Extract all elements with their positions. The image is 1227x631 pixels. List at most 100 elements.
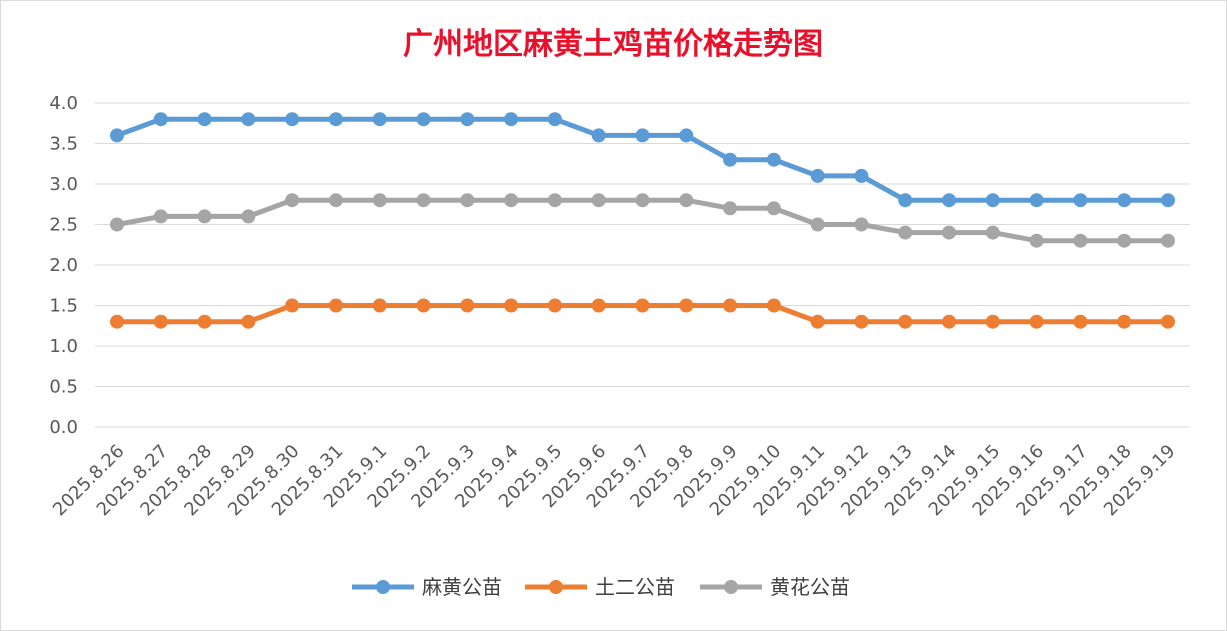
data-point bbox=[504, 298, 519, 313]
data-point bbox=[1117, 314, 1132, 329]
data-point bbox=[372, 193, 387, 208]
data-point bbox=[1161, 314, 1175, 329]
data-point bbox=[854, 314, 869, 329]
data-point bbox=[328, 112, 343, 127]
legend-label: 土二公苗 bbox=[595, 575, 675, 599]
data-point bbox=[1073, 233, 1088, 248]
data-point bbox=[679, 298, 694, 313]
data-point bbox=[766, 201, 781, 216]
data-point bbox=[985, 225, 1000, 240]
data-point bbox=[416, 193, 431, 208]
data-point bbox=[1073, 314, 1088, 329]
data-point bbox=[591, 128, 606, 143]
y-tick-label: 2.0 bbox=[49, 255, 78, 276]
data-point bbox=[942, 193, 957, 208]
data-point bbox=[766, 152, 781, 167]
y-tick-label: 3.0 bbox=[49, 174, 78, 195]
data-point bbox=[285, 298, 300, 313]
data-point bbox=[1161, 233, 1175, 248]
data-point bbox=[416, 112, 431, 127]
data-point bbox=[460, 298, 475, 313]
data-point bbox=[1029, 233, 1044, 248]
data-point bbox=[328, 193, 343, 208]
data-point bbox=[591, 193, 606, 208]
y-tick-label: 0.5 bbox=[49, 377, 78, 398]
data-point bbox=[547, 112, 562, 127]
data-point bbox=[1117, 193, 1132, 208]
series-2 bbox=[110, 298, 1175, 329]
data-point bbox=[153, 314, 168, 329]
y-axis-ticks: 0.0 0.5 1.0 1.5 2.0 2.5 3.0 3.5 4.0 bbox=[49, 93, 78, 438]
data-point bbox=[547, 193, 562, 208]
y-tick-label: 2.5 bbox=[49, 215, 78, 236]
data-point bbox=[416, 298, 431, 313]
legend-label: 麻黄公苗 bbox=[422, 575, 502, 599]
data-point bbox=[591, 298, 606, 313]
y-tick-label: 3.5 bbox=[49, 134, 78, 155]
data-point bbox=[504, 193, 519, 208]
legend-swatch-marker bbox=[376, 580, 390, 594]
data-point bbox=[635, 128, 650, 143]
series-lines bbox=[110, 112, 1175, 329]
data-point bbox=[854, 217, 869, 232]
data-point bbox=[1029, 314, 1044, 329]
chart-title: 广州地区麻黄土鸡苗价格走势图 bbox=[403, 27, 823, 62]
data-point bbox=[153, 112, 168, 127]
data-point bbox=[153, 209, 168, 224]
data-point bbox=[985, 193, 1000, 208]
legend-swatch-marker bbox=[549, 580, 563, 594]
legend-item: 麻黄公苗 bbox=[352, 575, 502, 599]
data-point bbox=[898, 193, 913, 208]
data-point bbox=[241, 314, 256, 329]
data-point bbox=[1161, 193, 1175, 208]
y-tick-label: 1.5 bbox=[49, 296, 78, 317]
y-tick-label: 4.0 bbox=[49, 93, 78, 114]
y-tick-label: 1.0 bbox=[49, 336, 78, 357]
data-point bbox=[285, 112, 300, 127]
data-point bbox=[197, 112, 212, 127]
data-point bbox=[810, 217, 825, 232]
series-1 bbox=[110, 112, 1175, 208]
data-point bbox=[241, 112, 256, 127]
gridlines bbox=[95, 102, 1190, 428]
data-point bbox=[942, 225, 957, 240]
legend-item: 黄花公苗 bbox=[700, 575, 850, 599]
data-point bbox=[110, 314, 124, 329]
data-point bbox=[372, 298, 387, 313]
data-point bbox=[898, 225, 913, 240]
data-point bbox=[547, 298, 562, 313]
data-point bbox=[110, 217, 124, 232]
legend-label: 黄花公苗 bbox=[770, 575, 850, 599]
data-point bbox=[328, 298, 343, 313]
legend-swatch-marker bbox=[724, 580, 738, 594]
data-point bbox=[723, 298, 738, 313]
data-point bbox=[635, 193, 650, 208]
data-point bbox=[723, 201, 738, 216]
data-point bbox=[110, 128, 124, 143]
data-point bbox=[854, 168, 869, 183]
data-point bbox=[766, 298, 781, 313]
data-point bbox=[985, 314, 1000, 329]
data-point bbox=[810, 314, 825, 329]
data-point bbox=[635, 298, 650, 313]
data-point bbox=[504, 112, 519, 127]
data-point bbox=[1073, 193, 1088, 208]
data-point bbox=[810, 168, 825, 183]
data-point bbox=[1029, 193, 1044, 208]
data-point bbox=[1117, 233, 1132, 248]
data-point bbox=[241, 209, 256, 224]
data-point bbox=[460, 193, 475, 208]
data-point bbox=[679, 193, 694, 208]
data-point bbox=[197, 209, 212, 224]
data-point bbox=[460, 112, 475, 127]
data-point bbox=[679, 128, 694, 143]
data-point bbox=[723, 152, 738, 167]
legend-item: 土二公苗 bbox=[525, 575, 675, 599]
legend: 麻黄公苗 土二公苗 黄花公苗 bbox=[352, 575, 850, 599]
data-point bbox=[898, 314, 913, 329]
data-point bbox=[372, 112, 387, 127]
data-point bbox=[285, 193, 300, 208]
